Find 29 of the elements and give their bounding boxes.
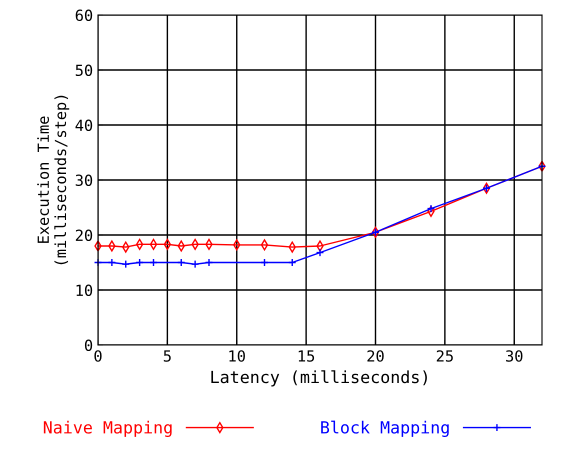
- y-tick-label: 50: [76, 64, 92, 76]
- y-tick-label: 40: [76, 120, 92, 132]
- y-tick-label: 30: [76, 174, 92, 186]
- x-tick-label: 25: [436, 350, 453, 362]
- point: [426, 204, 436, 213]
- x-tick-label: 30: [506, 350, 522, 362]
- point: [260, 258, 269, 267]
- point: [316, 248, 324, 257]
- y-axis-title: Execution Time (milliseconds/step): [37, 96, 70, 264]
- x-axis-title: Latency (milliseconds): [211, 370, 427, 387]
- legend-label: Block Mapping: [321, 420, 449, 437]
- y-tick-label: 20: [76, 230, 92, 242]
- y-tick-label: 0: [84, 340, 92, 352]
- x-tick-label: 0: [94, 350, 102, 362]
- point: [122, 260, 130, 268]
- y-tick-label: 10: [76, 284, 92, 296]
- x-tick-label: 20: [367, 350, 384, 362]
- point: [108, 258, 116, 267]
- point: [190, 260, 200, 268]
- x-tick-label: 15: [298, 350, 314, 362]
- x-tick-label: 5: [164, 350, 171, 362]
- y-tick-label: 60: [76, 10, 92, 22]
- x-tick-label: 10: [229, 350, 245, 362]
- point: [204, 258, 214, 267]
- point: [135, 258, 144, 267]
- point: [288, 258, 296, 267]
- point: [177, 258, 186, 267]
- point: [149, 258, 158, 267]
- legend-label: Naive Mapping: [44, 420, 172, 437]
